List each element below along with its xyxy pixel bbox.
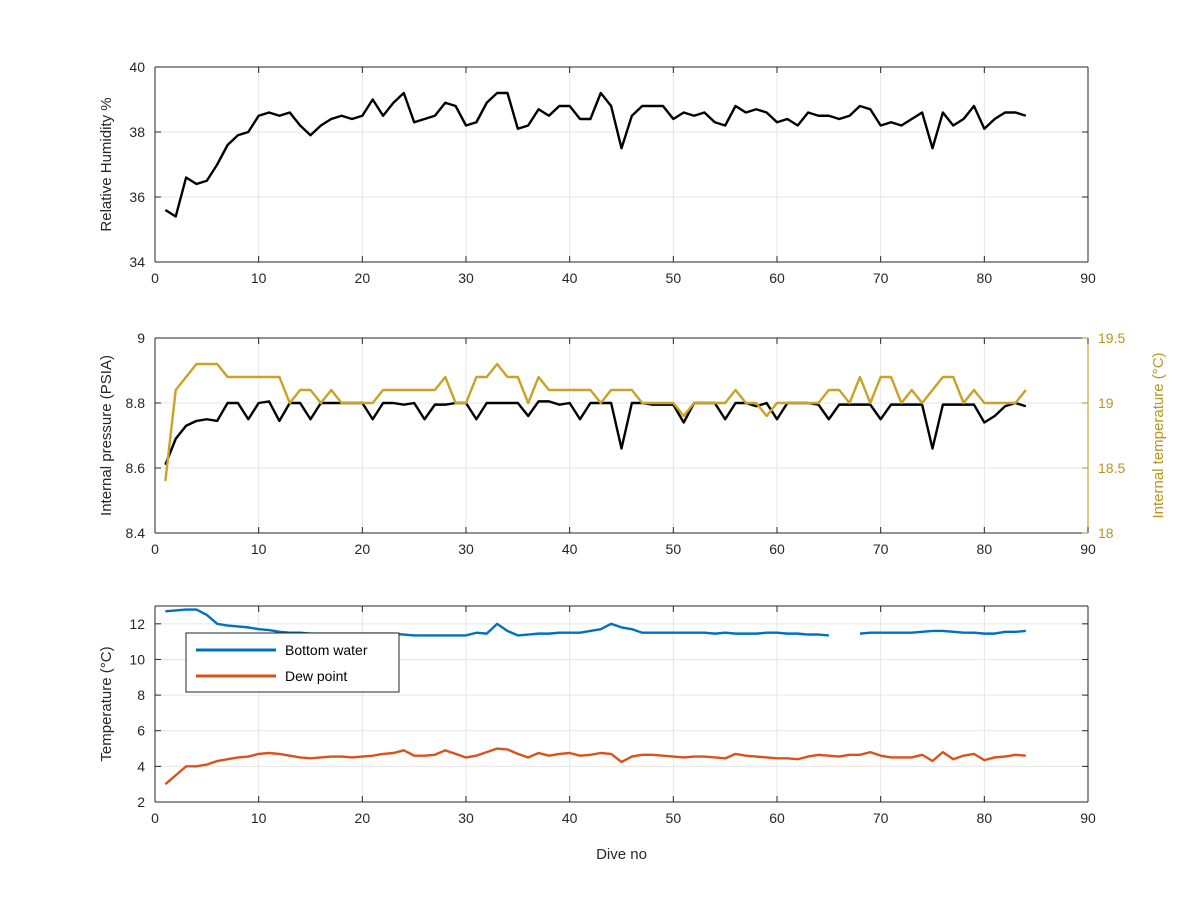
x-tick-label: 0 bbox=[151, 810, 159, 826]
y-tick-label: 8.4 bbox=[126, 525, 146, 541]
series-line-2 bbox=[164, 362, 1027, 482]
x-tick-label: 80 bbox=[977, 270, 993, 286]
y-tick-label: 36 bbox=[129, 189, 145, 205]
subplot-2: 0 10 20 30 40 50 60 70 80 90 8.4 8.6 8.8 9 18 18.5 19 19.… bbox=[98, 330, 1167, 557]
y-tick-label: 6 bbox=[137, 723, 145, 739]
x-tick-label: 40 bbox=[562, 270, 578, 286]
y-tick-label: 9 bbox=[137, 330, 145, 346]
y-tick-label: 10 bbox=[129, 651, 145, 667]
series-line-1 bbox=[164, 91, 1027, 218]
x-tick-label: 80 bbox=[977, 541, 993, 557]
y-tick-label: 38 bbox=[129, 124, 145, 140]
y-tick-label: 2 bbox=[137, 794, 145, 810]
x-tick-label: 90 bbox=[1080, 270, 1096, 286]
x-tick-label: 50 bbox=[666, 810, 682, 826]
x-tick-label: 50 bbox=[666, 270, 682, 286]
x-tick-label: 10 bbox=[251, 810, 267, 826]
x-tick-label: 60 bbox=[769, 270, 785, 286]
legend: Bottom water Dew point bbox=[185, 632, 400, 693]
x-tick-label: 10 bbox=[251, 541, 267, 557]
x-tick-label: 90 bbox=[1080, 810, 1096, 826]
y-tick-label: 8 bbox=[137, 687, 145, 703]
y-axis-label: Internal pressure (PSIA) bbox=[98, 355, 115, 516]
x-tick-label: 20 bbox=[355, 270, 371, 286]
x-tick-label: 30 bbox=[458, 270, 474, 286]
x-tick-label: 0 bbox=[151, 541, 159, 557]
legend-label: Bottom water bbox=[285, 642, 368, 658]
y-right-tick-label: 18 bbox=[1098, 525, 1114, 541]
x-tick-label: 0 bbox=[151, 270, 159, 286]
x-tick-label: 90 bbox=[1080, 541, 1096, 557]
x-tick-label: 50 bbox=[666, 541, 682, 557]
y-tick-label: 12 bbox=[129, 616, 145, 632]
series-dew-point bbox=[164, 747, 1026, 786]
series-bottom-water bbox=[165, 608, 1026, 637]
x-tick-label: 30 bbox=[458, 541, 474, 557]
x-tick-label: 40 bbox=[562, 541, 578, 557]
x-tick-label: 80 bbox=[977, 810, 993, 826]
y-right-tick-label: 18.5 bbox=[1098, 460, 1125, 476]
x-tick-label: 60 bbox=[769, 810, 785, 826]
y-tick-label: 8.6 bbox=[126, 460, 146, 476]
y-axis-label: Relative Humidity % bbox=[98, 97, 115, 231]
legend-box bbox=[185, 632, 400, 693]
x-axis-label: Dive no bbox=[596, 846, 647, 863]
x-tick-label: 70 bbox=[873, 541, 889, 557]
legend-label: Dew point bbox=[285, 668, 347, 684]
y-axis-label: Temperature (°C) bbox=[98, 646, 115, 761]
y-right-tick-label: 19.5 bbox=[1098, 330, 1125, 346]
x-tick-label: 40 bbox=[562, 810, 578, 826]
y-tick-label: 40 bbox=[129, 59, 145, 75]
plot-area bbox=[155, 67, 1088, 262]
x-tick-label: 70 bbox=[873, 270, 889, 286]
x-tick-label: 20 bbox=[355, 810, 371, 826]
y-tick-label: 34 bbox=[129, 254, 145, 270]
y-tick-label: 8.8 bbox=[126, 395, 146, 411]
x-tick-label: 20 bbox=[355, 541, 371, 557]
x-tick-label: 70 bbox=[873, 810, 889, 826]
plot-area bbox=[155, 338, 1088, 533]
subplot-1: 0 10 20 30 40 50 60 70 80 90 34 36 38 40 Relative Humi… bbox=[98, 59, 1096, 286]
x-tick-label: 30 bbox=[458, 810, 474, 826]
subplot-3: 0 10 20 30 40 50 60 70 80 90 2 4 6 8 10 12 Temperature (… bbox=[98, 605, 1096, 863]
y-right-tick-label: 19 bbox=[1098, 395, 1114, 411]
x-tick-label: 60 bbox=[769, 541, 785, 557]
y-tick-label: 4 bbox=[137, 758, 145, 774]
series-line-1 bbox=[164, 400, 1027, 466]
x-tick-label: 10 bbox=[251, 270, 267, 286]
y-right-axis-label: Internal temperature (°C) bbox=[1150, 352, 1167, 518]
